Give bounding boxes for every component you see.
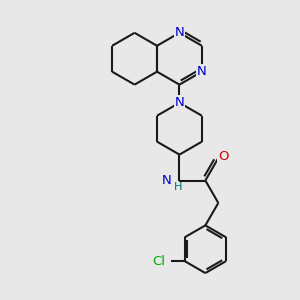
Text: N: N (161, 174, 171, 187)
Text: O: O (218, 150, 229, 163)
Text: N: N (175, 96, 184, 109)
Text: N: N (197, 65, 207, 78)
Text: N: N (175, 26, 184, 39)
Text: Cl: Cl (152, 255, 165, 268)
Text: H: H (174, 182, 182, 192)
